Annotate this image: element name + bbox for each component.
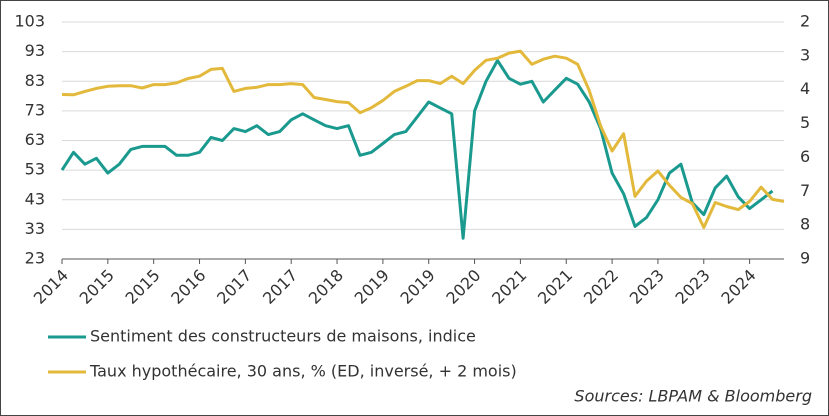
- y-tick-label: 103: [14, 12, 45, 31]
- y-tick-label: 53: [25, 160, 45, 179]
- y-tick-label: 33: [25, 219, 45, 238]
- x-tick-label: 2017: [259, 266, 301, 308]
- x-tick-label: 2014: [30, 266, 72, 308]
- y2-tick-label: 7: [800, 181, 810, 200]
- y2-tick-label: 3: [800, 45, 810, 64]
- x-tick-label: 2023: [626, 266, 668, 308]
- x-tick-label: 2020: [442, 266, 484, 308]
- legend-label: Sentiment des constructeurs de maisons, …: [90, 327, 476, 346]
- x-tick-label: 2021: [534, 266, 576, 308]
- y-tick-label: 73: [25, 100, 45, 119]
- x-tick-label: 2015: [121, 266, 163, 308]
- y-tick-label: 43: [25, 189, 45, 208]
- x-tick-label: 2019: [397, 266, 439, 308]
- x-tick-label: 2021: [488, 266, 530, 308]
- source: Sources: LBPAM & Bloomberg: [574, 387, 812, 406]
- y-tick-label: 93: [25, 41, 45, 60]
- y2-tick-label: 2: [800, 12, 810, 31]
- y-tick-label: 23: [25, 249, 45, 268]
- y-tick-label: 63: [25, 130, 45, 149]
- y2-tick-label: 9: [800, 249, 810, 268]
- x-tick-label: 2023: [672, 266, 714, 308]
- x-tick-label: 2019: [351, 266, 393, 308]
- y2-tick-label: 8: [800, 215, 810, 234]
- series-line: [60, 59, 774, 240]
- x-tick-label: 2017: [213, 266, 255, 308]
- x-tick-label: 2024: [717, 266, 759, 308]
- y2-tick-label: 4: [800, 79, 810, 98]
- series-line: [61, 49, 785, 229]
- x-tick-label: 2016: [167, 266, 209, 308]
- x-tick-label: 2022: [580, 266, 622, 308]
- y-tick-label: 83: [25, 71, 45, 90]
- legend-label: Taux hypothécaire, 30 ans, % (ED, invers…: [89, 362, 517, 381]
- y2-tick-label: 6: [800, 147, 810, 166]
- x-tick-label: 2015: [76, 266, 118, 308]
- y2-tick-label: 5: [800, 113, 810, 132]
- x-tick-label: 2018: [305, 266, 347, 308]
